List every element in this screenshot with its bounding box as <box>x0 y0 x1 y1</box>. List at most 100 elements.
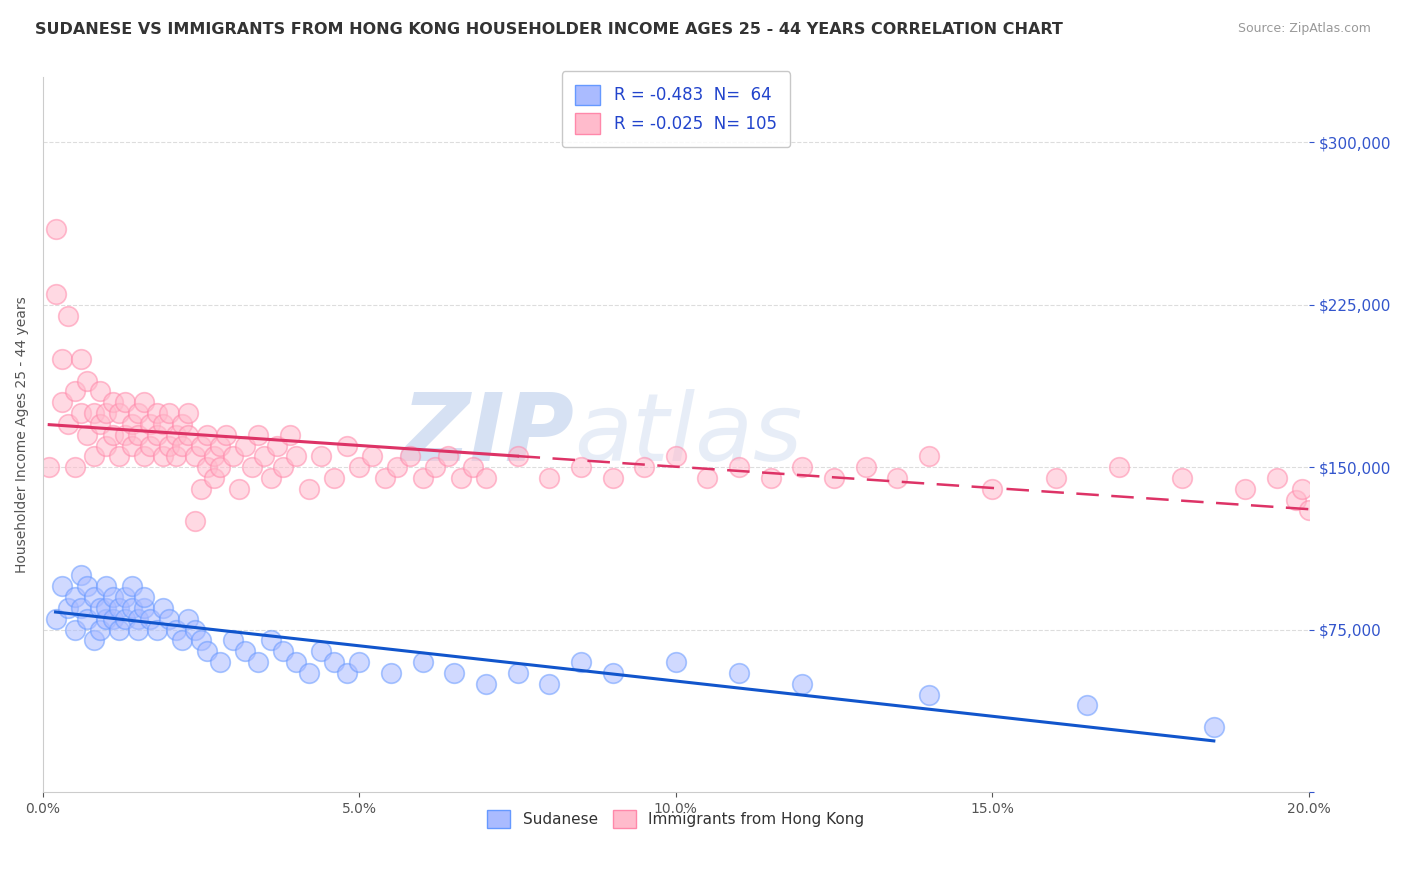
Point <box>63 460 86 475</box>
Point <box>45 612 67 626</box>
Point <box>273 644 295 658</box>
Point <box>696 471 718 485</box>
Point <box>792 460 814 475</box>
Point <box>602 665 624 680</box>
Point <box>165 427 187 442</box>
Point <box>121 579 143 593</box>
Legend: Sudanese, Immigrants from Hong Kong: Sudanese, Immigrants from Hong Kong <box>481 804 870 834</box>
Point <box>45 222 67 236</box>
Point <box>387 460 409 475</box>
Point <box>240 460 263 475</box>
Text: ZIP: ZIP <box>402 389 575 481</box>
Point <box>89 623 111 637</box>
Point <box>728 665 751 680</box>
Point <box>380 665 402 680</box>
Point <box>298 665 321 680</box>
Point <box>209 460 232 475</box>
Point <box>197 644 219 658</box>
Point <box>538 471 561 485</box>
Point <box>1076 698 1098 713</box>
Point <box>134 601 156 615</box>
Point <box>918 688 941 702</box>
Point <box>58 309 80 323</box>
Point <box>96 601 118 615</box>
Point <box>177 406 200 420</box>
Point <box>209 438 232 452</box>
Point <box>665 655 688 669</box>
Point <box>222 450 245 464</box>
Point <box>114 395 136 409</box>
Point <box>184 514 207 528</box>
Point <box>114 427 136 442</box>
Point <box>349 460 371 475</box>
Point <box>108 623 131 637</box>
Point <box>475 676 498 690</box>
Point <box>121 438 143 452</box>
Point <box>152 417 174 431</box>
Point <box>437 450 460 464</box>
Point <box>1045 471 1067 485</box>
Point <box>190 438 212 452</box>
Point <box>146 406 169 420</box>
Point <box>89 384 111 399</box>
Point <box>101 590 124 604</box>
Point <box>665 450 688 464</box>
Point <box>96 579 118 593</box>
Point <box>209 655 232 669</box>
Point <box>311 644 333 658</box>
Point <box>127 623 149 637</box>
Point <box>412 471 434 485</box>
Point <box>89 601 111 615</box>
Point <box>152 450 174 464</box>
Point <box>51 351 73 366</box>
Point <box>121 417 143 431</box>
Point <box>1202 720 1225 734</box>
Point <box>108 450 131 464</box>
Point <box>538 676 561 690</box>
Point <box>51 395 73 409</box>
Text: SUDANESE VS IMMIGRANTS FROM HONG KONG HOUSEHOLDER INCOME AGES 25 - 44 YEARS CORR: SUDANESE VS IMMIGRANTS FROM HONG KONG HO… <box>35 22 1063 37</box>
Point <box>121 601 143 615</box>
Point <box>159 438 181 452</box>
Point <box>76 612 98 626</box>
Point <box>1298 503 1320 517</box>
Point <box>278 427 301 442</box>
Point <box>633 460 655 475</box>
Point <box>336 665 359 680</box>
Point <box>336 438 359 452</box>
Point <box>253 450 276 464</box>
Point <box>101 612 124 626</box>
Point <box>172 633 194 648</box>
Point <box>450 471 472 485</box>
Point <box>134 395 156 409</box>
Point <box>83 406 105 420</box>
Point <box>96 438 118 452</box>
Point <box>399 450 422 464</box>
Point <box>247 427 270 442</box>
Point <box>197 427 219 442</box>
Point <box>1234 482 1257 496</box>
Point <box>855 460 877 475</box>
Point <box>108 406 131 420</box>
Point <box>463 460 485 475</box>
Point <box>177 427 200 442</box>
Point <box>139 417 162 431</box>
Point <box>134 450 156 464</box>
Point <box>114 590 136 604</box>
Point <box>311 450 333 464</box>
Point <box>134 590 156 604</box>
Point <box>728 460 751 475</box>
Point <box>602 471 624 485</box>
Point <box>1291 482 1313 496</box>
Point <box>127 406 149 420</box>
Point <box>184 450 207 464</box>
Point <box>247 655 270 669</box>
Point <box>146 427 169 442</box>
Text: Source: ZipAtlas.com: Source: ZipAtlas.com <box>1237 22 1371 36</box>
Point <box>823 471 845 485</box>
Point <box>918 450 941 464</box>
Point <box>165 450 187 464</box>
Point <box>197 460 219 475</box>
Point <box>228 482 250 496</box>
Point <box>114 612 136 626</box>
